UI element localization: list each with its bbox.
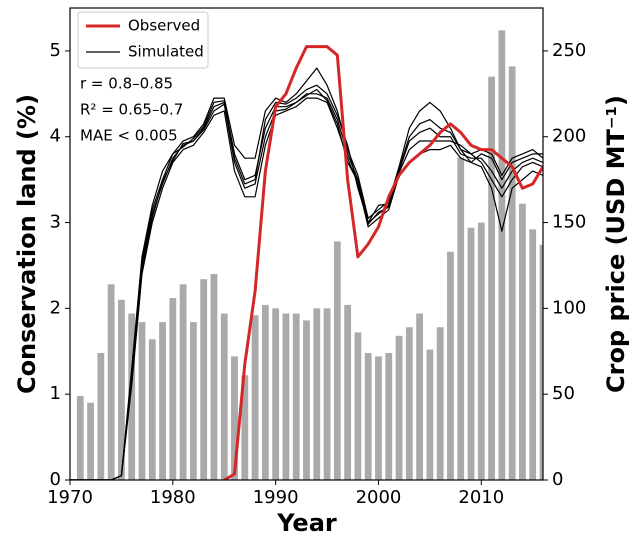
bar <box>539 244 543 480</box>
bar <box>416 313 424 480</box>
y2-tick-label: 200 <box>552 126 586 147</box>
bar <box>282 313 290 480</box>
bar <box>364 352 372 480</box>
plot <box>70 30 543 480</box>
bar <box>118 299 125 480</box>
bar <box>426 349 434 480</box>
y-tick-label: 3 <box>50 212 61 233</box>
legend-label: Simulated <box>128 43 204 61</box>
y-axis-label: Conservation land (%) <box>13 94 41 394</box>
bar <box>76 395 84 480</box>
y2-tick-label: 100 <box>552 297 586 318</box>
bar <box>303 320 310 480</box>
annotation: MAE < 0.005 <box>80 127 178 145</box>
y2-tick-label: 250 <box>552 40 586 61</box>
bar <box>189 322 197 480</box>
y-tick-label: 0 <box>50 469 61 490</box>
y2-tick-label: 50 <box>552 383 575 404</box>
bar <box>344 304 352 480</box>
bar <box>498 30 506 480</box>
bar <box>220 313 228 480</box>
bar <box>148 339 156 480</box>
annotation: R² = 0.65–0.7 <box>80 101 183 119</box>
observed-line <box>223 45 543 480</box>
x-axis-label: Year <box>276 509 337 537</box>
y2-tick-label: 150 <box>552 212 586 233</box>
legend-label: Observed <box>128 17 200 35</box>
y-tick-label: 2 <box>50 297 61 318</box>
bar <box>138 322 146 480</box>
bar <box>508 66 516 480</box>
simulated-line <box>70 97 543 480</box>
simulated-line <box>70 93 543 480</box>
bar <box>272 308 280 480</box>
y-tick-label: 4 <box>50 126 61 147</box>
bar <box>395 335 403 480</box>
bar <box>375 356 382 480</box>
annotation: r = 0.8–0.85 <box>80 75 173 93</box>
bar <box>107 284 115 480</box>
x-tick-label: 2000 <box>356 487 402 508</box>
bar <box>200 279 208 480</box>
bar <box>251 315 259 480</box>
simulated-line <box>70 84 543 480</box>
bar <box>292 313 300 480</box>
bar <box>261 304 269 480</box>
x-tick-label: 1970 <box>47 487 93 508</box>
bar <box>323 308 331 480</box>
bar <box>97 352 105 480</box>
bar <box>354 332 362 480</box>
bar <box>313 308 321 480</box>
bar <box>519 203 526 480</box>
x-tick-label: 1980 <box>150 487 196 508</box>
bar <box>385 352 393 480</box>
bar <box>447 251 454 480</box>
bar <box>179 284 187 480</box>
bar <box>87 402 94 480</box>
x-tick-label: 1990 <box>253 487 299 508</box>
bar <box>467 227 475 480</box>
bar <box>241 375 249 480</box>
bar <box>128 313 136 480</box>
y2-axis-label: Crop price (USD MT⁻¹) <box>602 95 630 393</box>
bar <box>529 229 537 480</box>
bar <box>210 274 218 480</box>
x-tick-label: 2010 <box>458 487 504 508</box>
simulated-line <box>70 67 543 480</box>
plot-frame <box>69 7 544 481</box>
bar <box>457 157 465 480</box>
y-tick-label: 1 <box>50 383 61 404</box>
bar <box>159 322 166 480</box>
bar <box>231 356 238 480</box>
bar <box>436 327 444 480</box>
bar <box>169 298 177 480</box>
bar <box>477 222 485 480</box>
simulated-line <box>70 88 543 480</box>
y2-tick-label: 0 <box>552 469 563 490</box>
bar <box>488 76 495 480</box>
bar <box>333 241 341 480</box>
bar <box>405 327 413 480</box>
y-tick-label: 5 <box>50 40 61 61</box>
